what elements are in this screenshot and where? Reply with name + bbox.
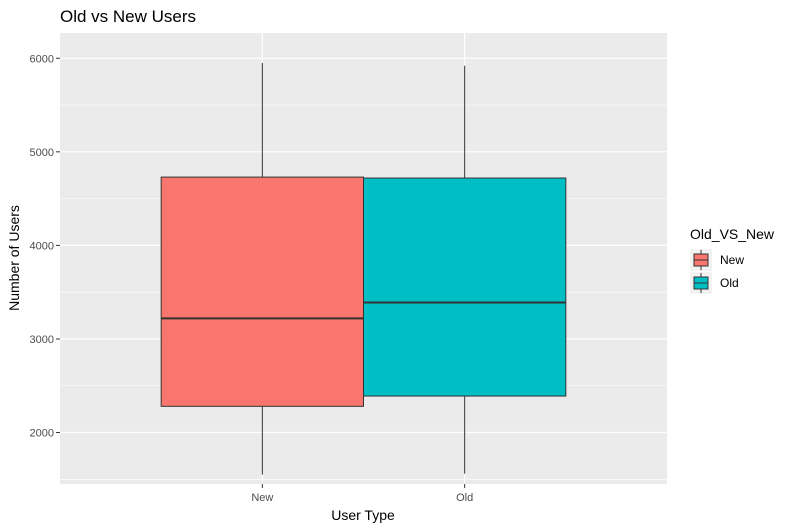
y-axis-title: Number of Users (6, 205, 22, 311)
legend-entry-new: New (690, 249, 744, 271)
x-tick-label: Old (456, 492, 473, 504)
y-tick-label: 6000 (30, 53, 54, 65)
legend: Old_VS_New New Old (690, 226, 775, 294)
y-tick-label: 2000 (30, 428, 54, 440)
box-body (160, 176, 364, 407)
box-layer (160, 62, 567, 475)
y-tick-label: 3000 (30, 334, 54, 346)
legend-label: New (720, 253, 744, 267)
box-old (363, 65, 567, 474)
y-tick-label: 4000 (30, 240, 54, 252)
legend-title: Old_VS_New (690, 226, 775, 242)
x-axis-title: User Type (331, 507, 395, 523)
x-tick-label: New (251, 492, 273, 504)
chart-title: Old vs New Users (60, 7, 196, 26)
x-axis: New Old (251, 484, 473, 504)
legend-entry-old: Old (690, 272, 739, 294)
y-axis: 2000 3000 4000 5000 6000 (30, 53, 60, 440)
y-tick-label: 5000 (30, 147, 54, 159)
box-body (363, 177, 567, 397)
box-new (160, 62, 364, 475)
legend-label: Old (720, 276, 739, 290)
